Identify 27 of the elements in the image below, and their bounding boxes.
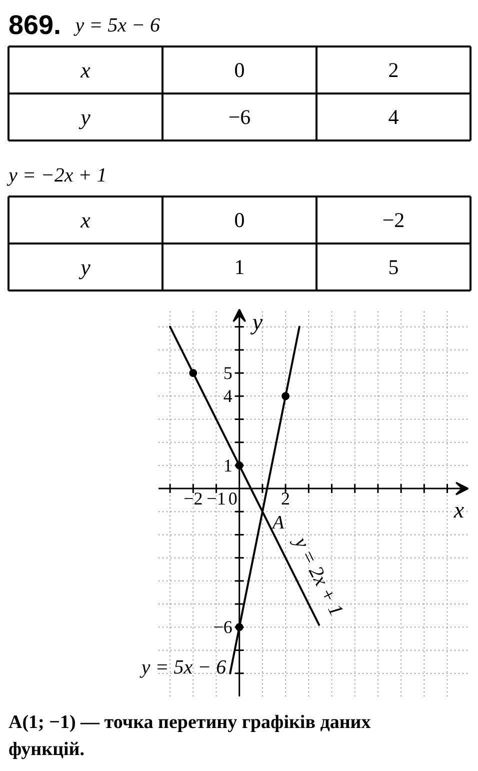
text: y xyxy=(78,104,91,130)
text: y = 2x + 1 xyxy=(288,532,348,620)
category-label: 2 xyxy=(388,58,399,82)
y-tick-label: −6 xyxy=(213,617,232,638)
x-tick-label: −2 xyxy=(184,488,203,509)
text: x xyxy=(80,208,91,232)
x-tick-label: 0 xyxy=(228,488,238,509)
x-tick-label: 2 xyxy=(281,488,290,509)
y-tick-label: 4 xyxy=(223,386,232,406)
text: y = −2x + 1 xyxy=(6,164,107,186)
x-axis-title: x xyxy=(452,498,465,523)
x-tick-label: −1 xyxy=(206,488,226,509)
y-tick-label: 1 xyxy=(223,455,232,476)
text: A(1; −1) — точка перетину графіків даних функцій. xyxy=(8,712,372,760)
y-tick-label: 5 xyxy=(223,363,232,384)
annotation: A xyxy=(270,512,284,534)
category-label: 0 xyxy=(234,208,245,232)
data-label: 4 xyxy=(388,105,400,129)
category-label: −2 xyxy=(382,208,405,232)
category-label: 0 xyxy=(234,58,245,82)
text: x xyxy=(80,58,91,82)
text: 869. xyxy=(8,10,62,40)
text: y = 5x − 6 xyxy=(73,14,160,36)
data-label: 5 xyxy=(388,255,399,279)
y-axis-title: y xyxy=(250,310,264,334)
text: y xyxy=(78,254,91,280)
series-label: y = 5x − 6 xyxy=(139,656,226,678)
